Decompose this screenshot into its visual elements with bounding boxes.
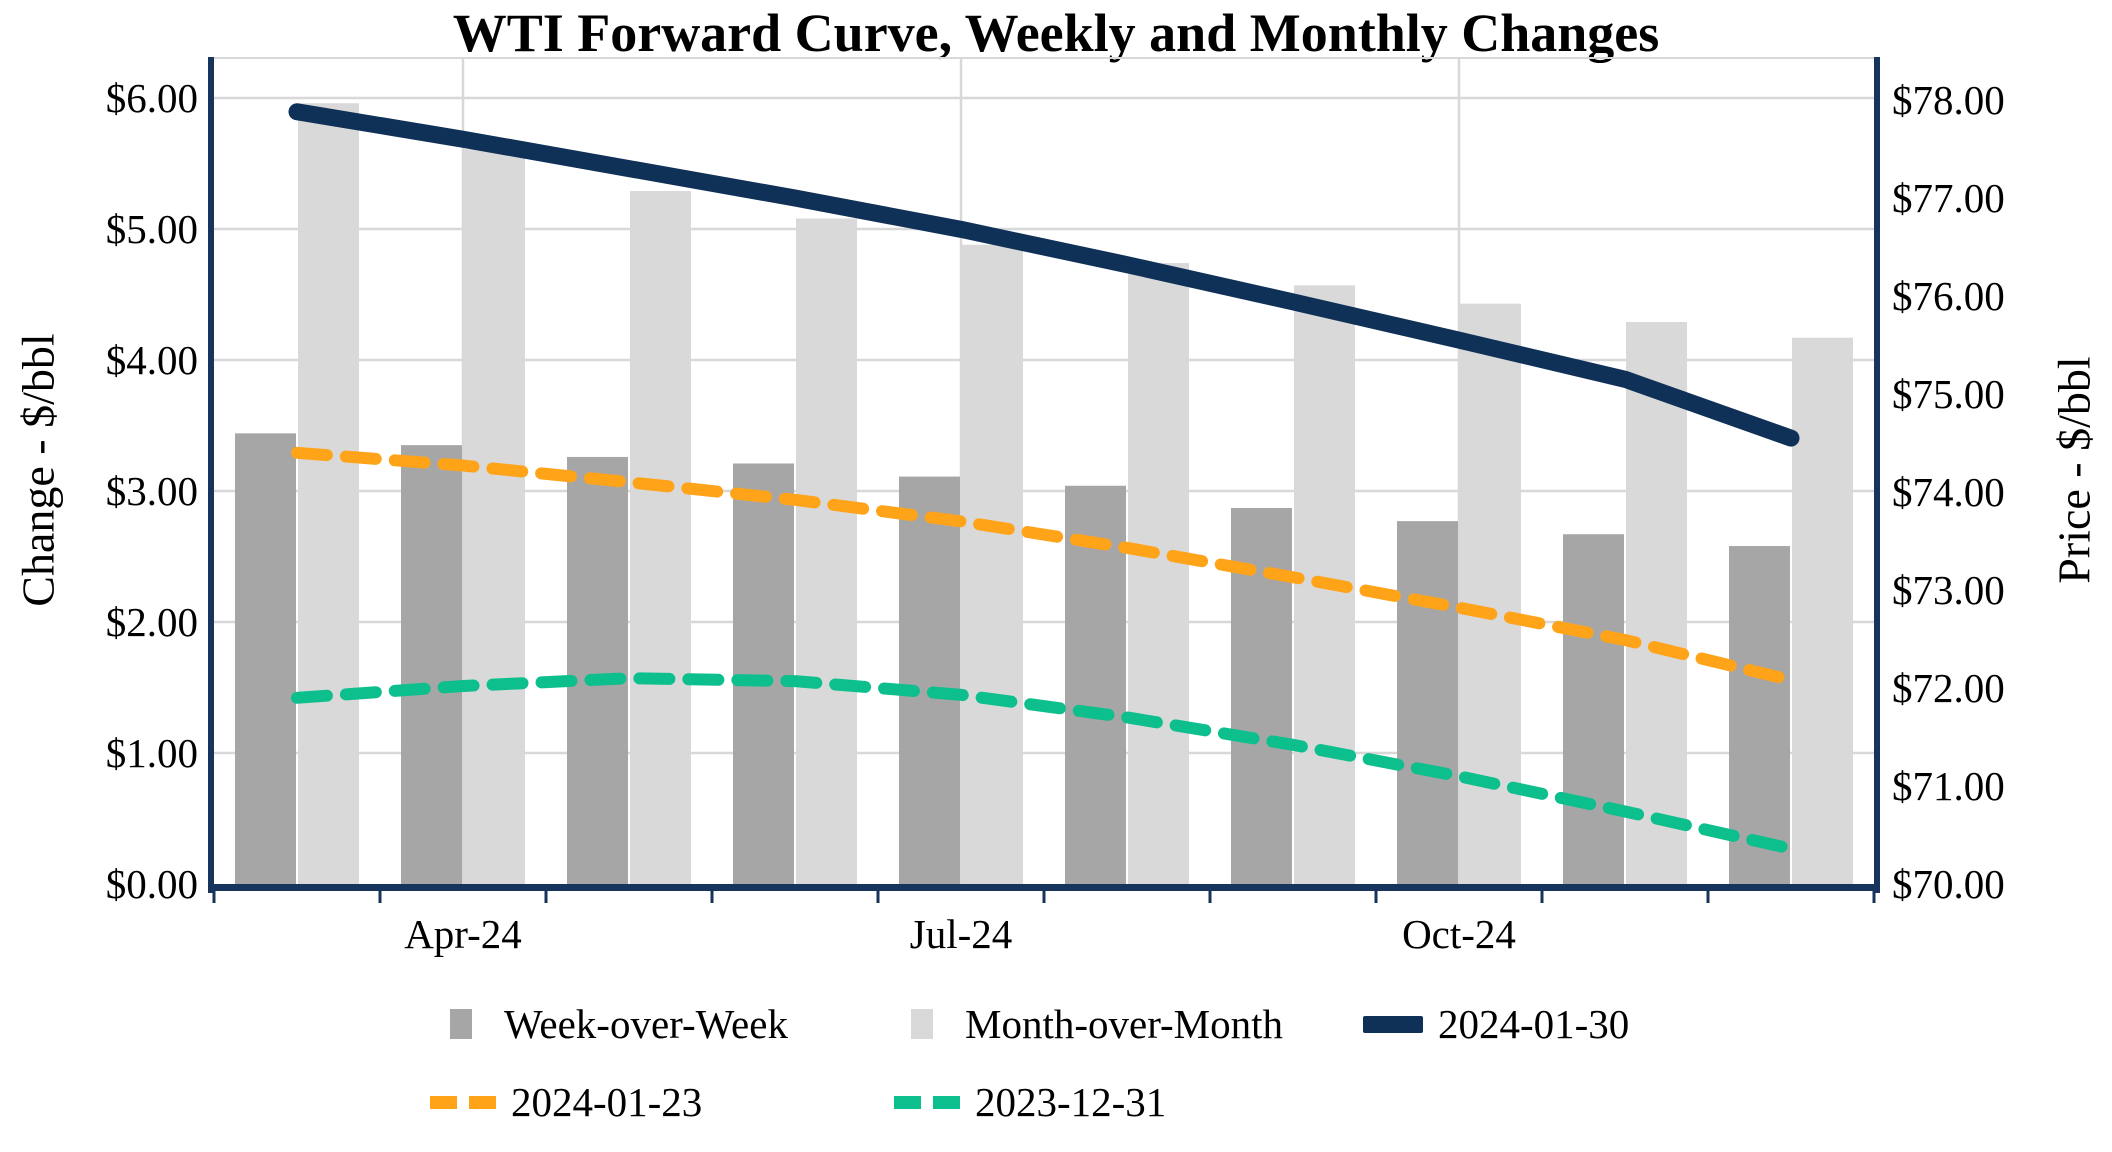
right-axis-tick-label: $78.00 (1892, 77, 2005, 123)
x-axis-tick-label: Jul-24 (909, 911, 1013, 957)
bar-week-over-week (567, 456, 628, 884)
legend-label: Week-over-Week (504, 1001, 788, 1047)
left-axis-tick-label: $3.00 (105, 468, 198, 514)
right-axis-title: Price - $/bbl (2048, 356, 2100, 584)
legend-item-week-over-week: Week-over-Week (450, 998, 788, 1050)
chart-title: WTI Forward Curve, Weekly and Monthly Ch… (452, 3, 1660, 63)
bar-month-over-month (1792, 337, 1853, 885)
week-over-week-swatch-icon (450, 1009, 472, 1039)
bar-week-over-week (1729, 546, 1790, 884)
x-axis-tick-label: Apr-24 (404, 911, 522, 957)
x-axis-tick-label: Oct-24 (1402, 911, 1516, 957)
legend-item-2024-01-30: 2024-01-30 (1363, 998, 1629, 1050)
bar-week-over-week (899, 476, 960, 884)
bar-month-over-month (962, 244, 1023, 885)
legend-item-month-over-month: Month-over-Month (911, 998, 1283, 1050)
green-dash-swatch-icon (894, 1095, 960, 1109)
right-axis-tick-label: $73.00 (1892, 567, 2005, 613)
legend-item-2024-01-23: 2024-01-23 (430, 1076, 702, 1128)
right-axis-tick-label: $75.00 (1892, 371, 2005, 417)
bar-week-over-week (733, 463, 794, 884)
left-axis-tick-label: $4.00 (105, 337, 198, 383)
left-axis-tick-label: $1.00 (105, 730, 198, 776)
right-axis-tick-label: $71.00 (1892, 763, 2005, 809)
right-axis-tick-label: $74.00 (1892, 469, 2005, 515)
left-axis-tick-label: $6.00 (105, 75, 198, 121)
legend-label: 2024-01-23 (511, 1079, 703, 1125)
legend-label: 2023-12-31 (975, 1079, 1167, 1125)
right-axis-tick-label: $77.00 (1892, 175, 2005, 221)
bar-month-over-month (464, 149, 525, 885)
legend-label: 2024-01-30 (1438, 1001, 1630, 1047)
right-axis-tick-label: $76.00 (1892, 273, 2005, 319)
bar-month-over-month (1460, 303, 1521, 884)
month-over-month-swatch-icon (911, 1009, 933, 1039)
orange-dash-swatch-icon (430, 1095, 496, 1109)
right-axis-tick-label: $72.00 (1892, 665, 2005, 711)
solid-line-swatch-icon (1363, 1015, 1423, 1033)
bar-week-over-week (1563, 534, 1624, 884)
right-axis-tick-label: $70.00 (1892, 861, 2005, 907)
legend-label: Month-over-Month (965, 1001, 1284, 1047)
left-axis-tick-label: $2.00 (105, 599, 198, 645)
line-2024-01-30 (288, 103, 1800, 447)
bar-month-over-month (298, 103, 359, 885)
left-axis-line (208, 57, 214, 893)
left-axis-tick-label: $5.00 (105, 206, 198, 252)
line-2023-12-31 (291, 672, 1797, 855)
left-axis-tick-label: $0.00 (105, 861, 198, 907)
bar-week-over-week (1065, 485, 1126, 884)
bar-week-over-week (1397, 521, 1458, 884)
bottom-axis-line (208, 884, 1880, 891)
legend-item-2023-12-31: 2023-12-31 (894, 1076, 1166, 1128)
bar-month-over-month (796, 218, 857, 884)
bar-month-over-month (1128, 263, 1189, 884)
bar-month-over-month (1626, 322, 1687, 884)
right-axis-line (1874, 57, 1880, 893)
bar-month-over-month (630, 191, 691, 884)
line-2024-01-23 (291, 446, 1797, 687)
bar-week-over-week (235, 433, 296, 884)
bar-week-over-week (401, 445, 462, 884)
